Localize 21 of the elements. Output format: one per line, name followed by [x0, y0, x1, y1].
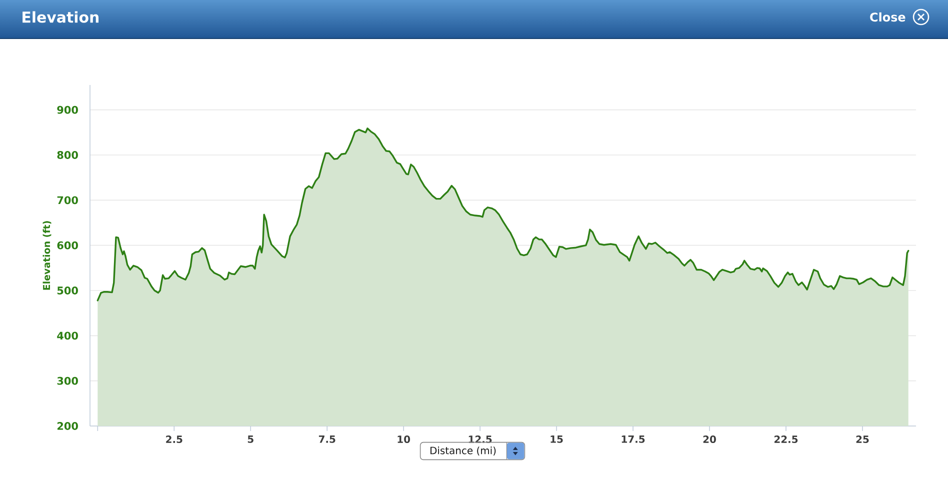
- x-tick-label: 22.5: [774, 436, 798, 444]
- y-tick-label: 600: [57, 241, 78, 250]
- x-tick-label: 5: [248, 436, 254, 443]
- x-tick-label: 7.5: [318, 436, 336, 443]
- x-tick-label: 2.5: [166, 436, 182, 444]
- x-tick-label: 20: [703, 436, 716, 444]
- y-tick-label: 400: [57, 332, 78, 340]
- y-tick-label: 800: [57, 151, 78, 159]
- y-tick-label: 900: [57, 106, 78, 114]
- y-tick-label: 300: [57, 376, 78, 385]
- x-axis-title: Distance (mi): [430, 446, 496, 456]
- text: Close: [870, 12, 906, 22]
- y-tick-label: 200: [57, 422, 78, 430]
- chart-title: Elevation: [22, 11, 98, 23]
- y-axis-title: Elevation (ft): [42, 221, 52, 290]
- x-tick-label: 10: [398, 436, 410, 444]
- y-tick-label: 500: [57, 286, 78, 294]
- y-tick-label: 700: [57, 196, 78, 204]
- x-tick-label: 25: [856, 436, 869, 444]
- x-tick-label: 15: [550, 436, 563, 443]
- x-tick-label: 17.5: [622, 436, 645, 443]
